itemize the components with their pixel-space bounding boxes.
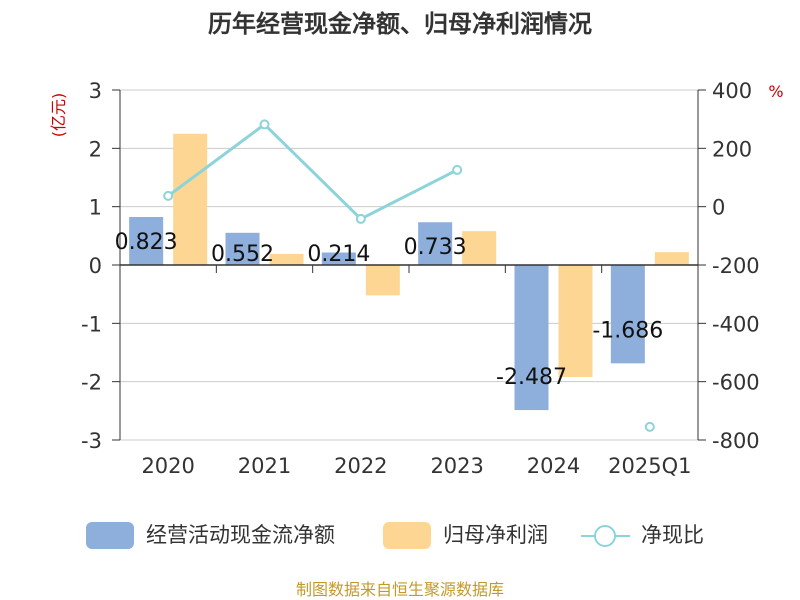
ratio-point[interactable] (259, 119, 270, 130)
left-tick-label: 0 (89, 254, 102, 278)
profit-bar[interactable] (654, 252, 689, 265)
x-tick-label: 2022 (334, 454, 387, 478)
left-tick-label: 2 (89, 137, 102, 161)
source-note: 制图数据来自恒生聚源数据库 (296, 580, 504, 599)
legend-label-cashflow: 经营活动现金流净额 (146, 523, 335, 547)
x-tick-label: 2021 (238, 454, 291, 478)
cashflow-value-label: 0.552 (211, 242, 274, 267)
cashflow-bar[interactable] (514, 265, 549, 411)
left-tick-label: -3 (81, 429, 102, 453)
left-axis-ticks: 3 2 1 0 -1 -2 -3 (81, 79, 120, 453)
right-tick-label: 200 (712, 137, 752, 161)
x-axis-ticks: 2020 2021 2022 2023 2024 2025Q1 (119, 265, 699, 478)
legend-swatch-profit (383, 522, 431, 549)
right-axis-ticks: 400 200 0 -200 -400 -600 -800 (698, 79, 760, 453)
cashflow-bar[interactable] (418, 222, 453, 265)
profit-bar[interactable] (365, 265, 400, 296)
right-tick-label: -200 (712, 254, 760, 278)
left-tick-label: 1 (89, 196, 102, 220)
ratio-point[interactable] (355, 213, 366, 224)
legend-swatch-ratio-marker (594, 525, 616, 547)
right-tick-label: -800 (712, 429, 760, 453)
profit-bar[interactable] (558, 265, 593, 377)
profit-bar[interactable] (269, 253, 304, 265)
cashflow-value-label: -1.686 (592, 318, 663, 343)
x-tick-label: 2025Q1 (608, 454, 691, 478)
bar-labels-group: 0.823 0.552 0.214 0.733 -2.487 -1.686 (115, 230, 664, 390)
profit-bar[interactable] (462, 231, 497, 265)
legend: 经营活动现金流净额 归母净利润 净现比 (86, 522, 704, 549)
left-tick-label: 3 (89, 79, 102, 103)
ratio-point[interactable] (644, 421, 655, 432)
ratio-line (167, 122, 458, 221)
cashflow-bar[interactable] (225, 232, 260, 265)
right-axis-unit: % (768, 82, 783, 101)
x-tick-label: 2024 (527, 454, 580, 478)
legend-item-profit[interactable]: 归母净利润 (383, 522, 548, 549)
bars-group (129, 133, 689, 411)
grid-lines (120, 89, 698, 441)
cashflow-value-label: -2.487 (496, 365, 567, 390)
legend-item-cashflow[interactable]: 经营活动现金流净额 (86, 522, 335, 549)
right-tick-label: 0 (712, 196, 725, 220)
cashflow-bar[interactable] (321, 252, 356, 265)
ratio-point[interactable] (452, 164, 463, 175)
left-tick-label: -1 (81, 312, 102, 336)
cashflow-bar[interactable] (610, 265, 645, 364)
legend-label-profit: 归母净利润 (443, 523, 548, 547)
legend-swatch-cashflow (86, 522, 134, 549)
cashflow-value-label: 0.823 (115, 230, 178, 255)
x-tick-label: 2020 (141, 454, 194, 478)
cashflow-value-label: 0.214 (307, 242, 370, 267)
cashflow-value-label: 0.733 (404, 235, 467, 260)
legend-item-ratio[interactable]: 净现比 (581, 523, 704, 547)
ratio-line-group (163, 119, 655, 432)
chart-title: 历年经营现金净额、归母净利润情况 (208, 10, 592, 38)
ratio-point[interactable] (163, 190, 174, 201)
left-tick-label: -2 (81, 371, 102, 395)
right-tick-label: 400 (712, 79, 752, 103)
profit-bar[interactable] (173, 133, 208, 265)
left-axis-unit: (亿元) (49, 93, 68, 138)
legend-label-ratio: 净现比 (641, 523, 704, 547)
x-tick-label: 2023 (430, 454, 483, 478)
right-tick-label: -600 (712, 371, 760, 395)
right-tick-label: -400 (712, 312, 760, 336)
cashflow-bar[interactable] (129, 216, 164, 265)
